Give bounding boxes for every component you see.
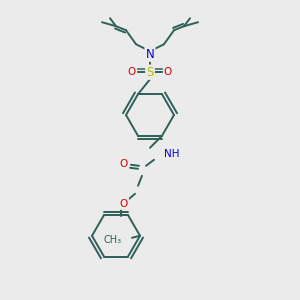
- Text: O: O: [128, 67, 136, 77]
- Text: CH₃: CH₃: [104, 235, 122, 245]
- Text: O: O: [164, 67, 172, 77]
- Text: O: O: [120, 159, 128, 169]
- Text: S: S: [146, 66, 154, 79]
- Text: N: N: [146, 48, 154, 61]
- Text: NH: NH: [164, 149, 179, 159]
- Text: O: O: [120, 199, 128, 209]
